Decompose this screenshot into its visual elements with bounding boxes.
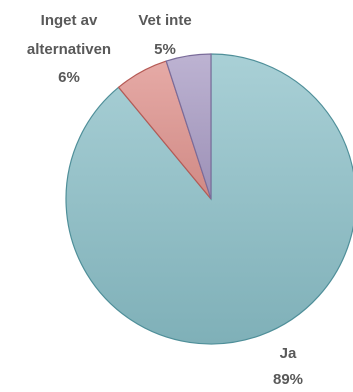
- slice-label-inget-line-2: alternativen: [27, 41, 111, 58]
- slice-label-ja: Ja: [280, 345, 297, 362]
- pie-slice-vet-inte: [165, 53, 212, 200]
- pie-slices: [65, 53, 353, 345]
- pie-slice-ja: [65, 53, 353, 345]
- slice-value-ja: 89%: [273, 371, 303, 388]
- slice-label-inget-line-1: Inget av: [41, 12, 98, 29]
- slice-value-vet-inte: 5%: [154, 41, 176, 58]
- slice-label-vet-inte: Vet inte: [138, 12, 191, 29]
- slice-value-inget: 6%: [58, 69, 80, 86]
